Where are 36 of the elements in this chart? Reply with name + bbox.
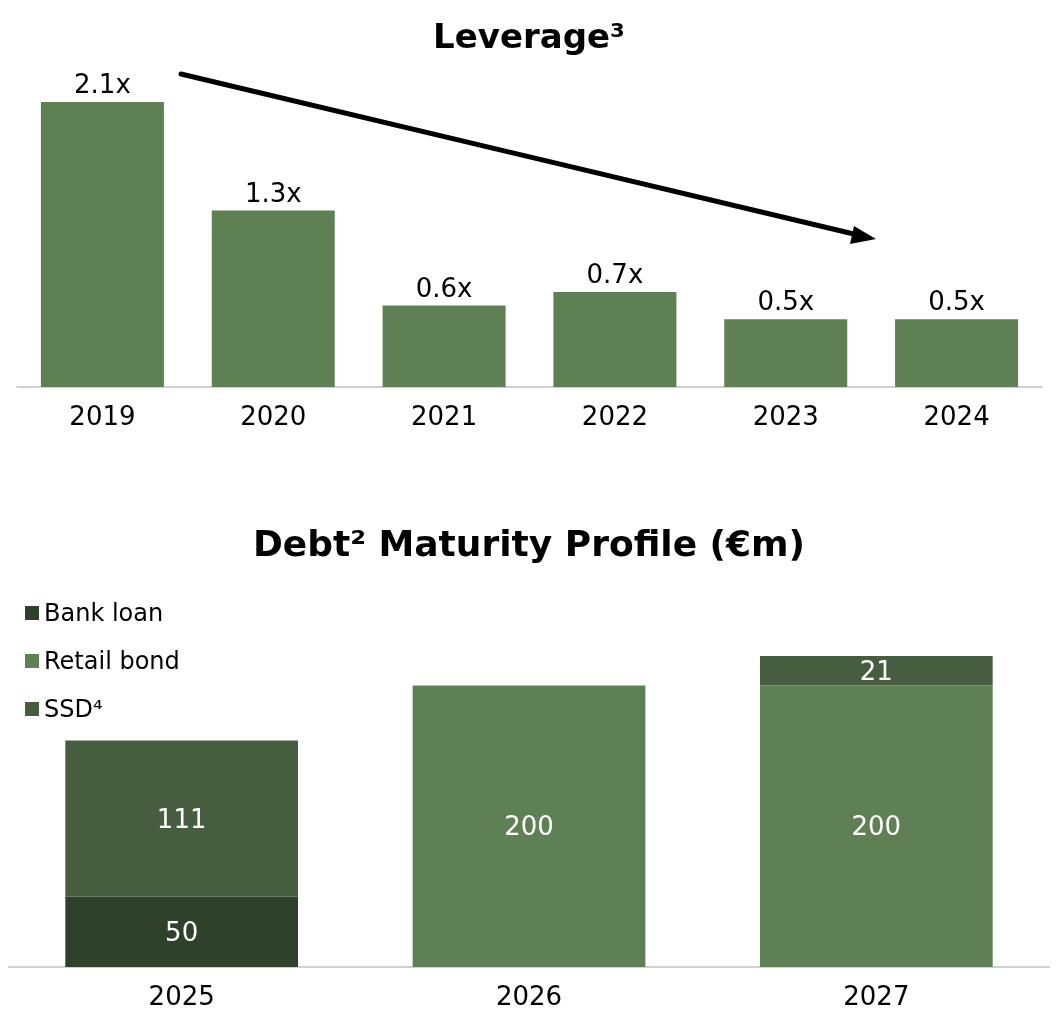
x-tick-label: 2022 xyxy=(581,401,648,431)
chart-title: Debt² Maturity Profile (€m) xyxy=(252,522,806,564)
x-tick-label: 2025 xyxy=(148,981,215,1011)
x-tick-label: 2024 xyxy=(923,401,990,431)
legend-label: Retail bond xyxy=(44,647,180,675)
x-tick-label: 2026 xyxy=(495,981,563,1011)
data-label: 21 xyxy=(859,655,893,686)
bar xyxy=(40,102,164,387)
data-label: 200 xyxy=(504,811,554,842)
data-label: 200 xyxy=(851,811,902,842)
x-tick-label: 2019 xyxy=(69,401,136,431)
data-label: 111 xyxy=(156,803,207,834)
data-label: 50 xyxy=(165,916,199,947)
bar xyxy=(759,685,993,967)
x-tick-label: 2020 xyxy=(240,401,307,431)
legend-label: SSD⁴ xyxy=(44,695,103,723)
bar xyxy=(759,656,993,686)
data-label: 1.3x xyxy=(244,177,302,208)
bar xyxy=(382,305,506,387)
chart-title: Leverage³ xyxy=(433,16,625,56)
x-tick-label: 2027 xyxy=(843,981,910,1011)
bar xyxy=(65,740,299,897)
bar xyxy=(211,210,335,387)
data-label: 0.7x xyxy=(586,259,644,289)
bar xyxy=(412,685,646,967)
data-label: 2.1x xyxy=(74,69,131,99)
x-tick-label: 2021 xyxy=(411,401,478,431)
bar xyxy=(553,292,677,387)
bar xyxy=(895,319,1019,387)
bar xyxy=(65,896,299,967)
data-label: 0.5x xyxy=(928,286,985,317)
bar xyxy=(724,319,848,387)
legend-label: Bank loan xyxy=(44,599,164,627)
data-label: 0.5x xyxy=(757,286,815,317)
x-tick-label: 2023 xyxy=(752,401,819,431)
data-label: 0.6x xyxy=(415,272,473,303)
